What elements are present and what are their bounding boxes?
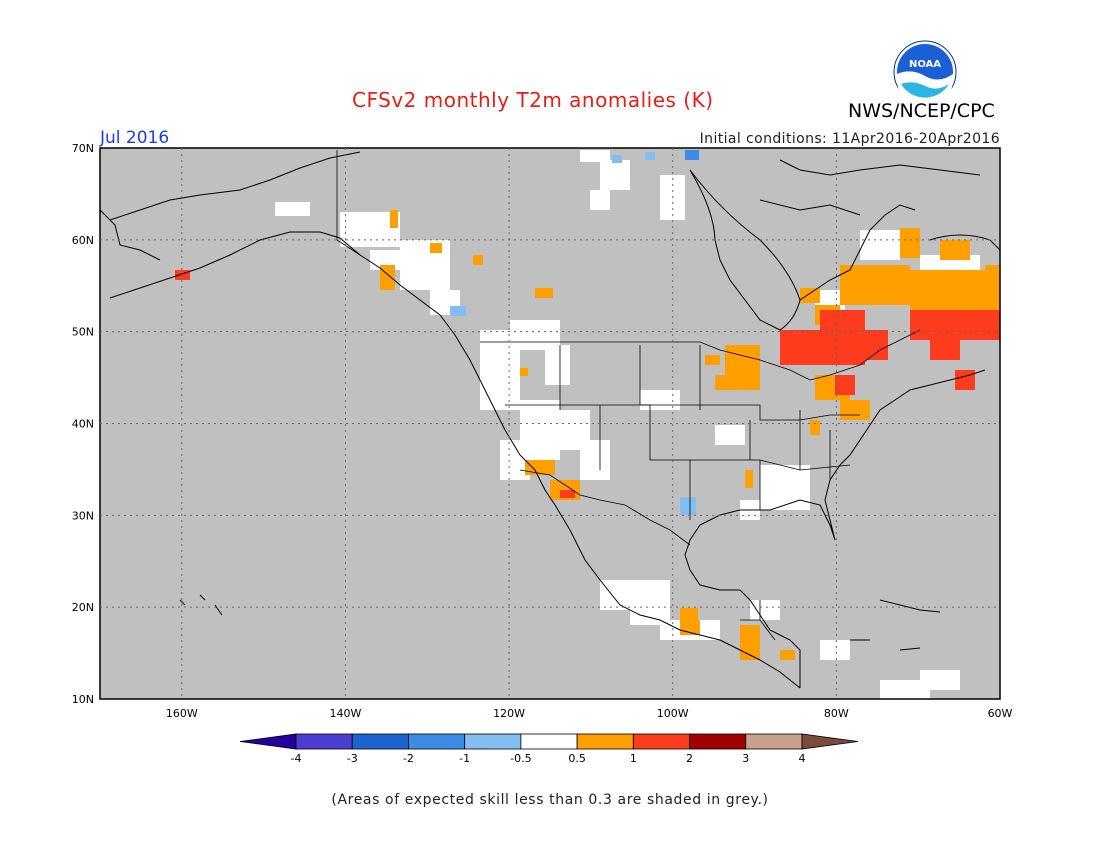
colorbar-arrow-high	[801, 733, 859, 750]
lon-label: 140W	[330, 707, 362, 720]
footnote: (Areas of expected skill less than 0.3 a…	[331, 792, 769, 808]
colorbar-label: 4	[799, 752, 806, 765]
coastlines	[100, 151, 1000, 689]
colorbar-label: 0.5	[568, 752, 586, 765]
colorbar-label: 2	[686, 752, 693, 765]
colorbar-swatch	[295, 733, 353, 750]
colorbar-swatch	[408, 733, 466, 750]
lat-label: 10N	[72, 693, 94, 706]
colorbar-swatch	[632, 733, 690, 750]
chart-title: CFSv2 monthly T2m anomalies (K)	[352, 88, 714, 112]
longitude-labels: 160W 140W 120W 100W 80W 60W	[166, 707, 1013, 720]
latitude-labels: 70N 60N 50N 40N 30N 20N 10N	[72, 142, 94, 706]
lat-label: 20N	[72, 601, 94, 614]
colorbar-swatch	[464, 733, 522, 750]
graticule-grid	[100, 148, 1000, 699]
lon-label: 100W	[657, 707, 689, 720]
political-borders	[336, 150, 921, 641]
colorbar-swatch	[520, 733, 578, 750]
lon-label: 60W	[988, 707, 1013, 720]
agency-label: NWS/NCEP/CPC	[848, 100, 995, 122]
lon-label: 120W	[493, 707, 525, 720]
colorbar-swatch	[351, 733, 409, 750]
neutral-anomaly-areas	[275, 150, 980, 699]
noaa-logo-text: NOAA	[909, 59, 941, 70]
lat-label: 40N	[72, 418, 94, 431]
colorbar-label: -3	[347, 752, 358, 765]
colorbar-labels: -4 -3 -2 -1 -0.5 0.5 1 2 3 4	[291, 752, 806, 765]
lon-label: 80W	[824, 707, 849, 720]
colorbar-label: -1	[459, 752, 470, 765]
colorbar	[239, 733, 859, 750]
colorbar-label: 1	[630, 752, 637, 765]
colorbar-label: -2	[403, 752, 414, 765]
cool-anomaly-spot	[685, 150, 699, 160]
map-background	[100, 148, 1000, 699]
forecast-month: Jul 2016	[100, 128, 170, 148]
colorbar-label: 3	[742, 752, 749, 765]
cool-anomaly-areas	[450, 152, 696, 515]
lat-label: 30N	[72, 509, 94, 522]
colorbar-label: -0.5	[510, 752, 531, 765]
map-frame	[99, 147, 1001, 700]
colorbar-swatch	[576, 733, 634, 750]
warm-anomaly-areas-1-to-2	[175, 270, 1000, 498]
lat-label: 70N	[72, 142, 94, 155]
lon-label: 160W	[166, 707, 198, 720]
noaa-logo: NOAA	[893, 40, 957, 104]
colorbar-label: -4	[291, 752, 302, 765]
colorbar-swatch	[689, 733, 747, 750]
colorbar-swatch	[745, 733, 803, 750]
initial-conditions: Initial conditions: 11Apr2016-20Apr2016	[699, 131, 1000, 147]
colorbar-arrow-low	[239, 733, 297, 750]
lat-label: 60N	[72, 234, 94, 247]
warm-anomaly-areas-0-5-to-1	[380, 210, 1000, 660]
lat-label: 50N	[72, 326, 94, 339]
